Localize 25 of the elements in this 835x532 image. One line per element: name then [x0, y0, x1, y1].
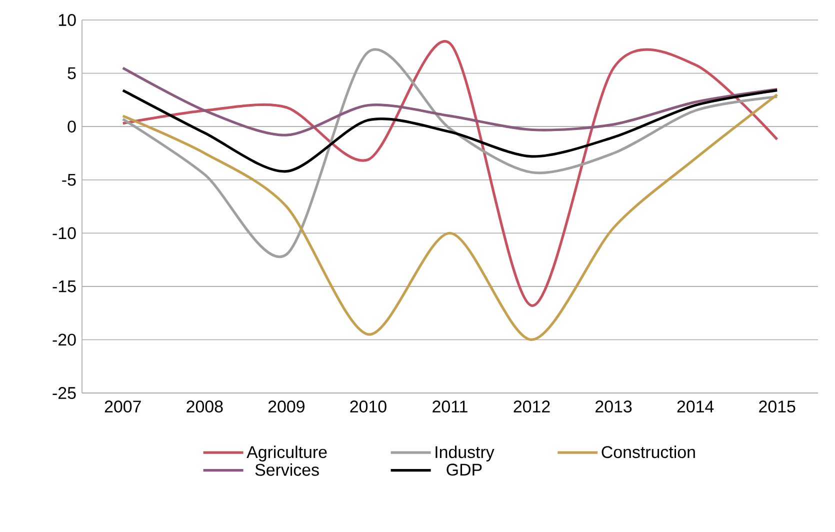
- x-tick-label: 2011: [432, 400, 468, 413]
- x-tick-label: 2013: [596, 400, 632, 413]
- x-tick-label: 2010: [350, 400, 386, 413]
- x-tick-label: 2012: [514, 400, 550, 413]
- x-tick-label: 2008: [186, 400, 223, 413]
- x-tick-label: 2015: [759, 400, 796, 413]
- legend-label: Construction: [602, 446, 695, 458]
- y-tick-label: -5: [62, 174, 76, 186]
- x-tick-label: 2007: [104, 400, 141, 413]
- legend-label: Services: [255, 463, 319, 476]
- y-tick-label: -10: [52, 227, 76, 240]
- line-series: [122, 89, 778, 173]
- x-tick-label: 2014: [677, 400, 714, 413]
- y-tick-label: 5: [68, 67, 76, 80]
- y-tick-label: -25: [52, 387, 76, 399]
- legend-label: Industry: [436, 446, 494, 462]
- line-series: [122, 93, 778, 342]
- legend-label: GDP: [446, 464, 482, 476]
- y-tick-label: -15: [52, 280, 76, 292]
- x-tick-label: 2009: [268, 400, 304, 413]
- y-tick-label: 0: [68, 120, 76, 133]
- y-tick-label: -20: [52, 334, 76, 346]
- line-series: [122, 66, 778, 136]
- legend-label: Agriculture: [246, 446, 327, 462]
- y-tick-label: 10: [58, 14, 76, 26]
